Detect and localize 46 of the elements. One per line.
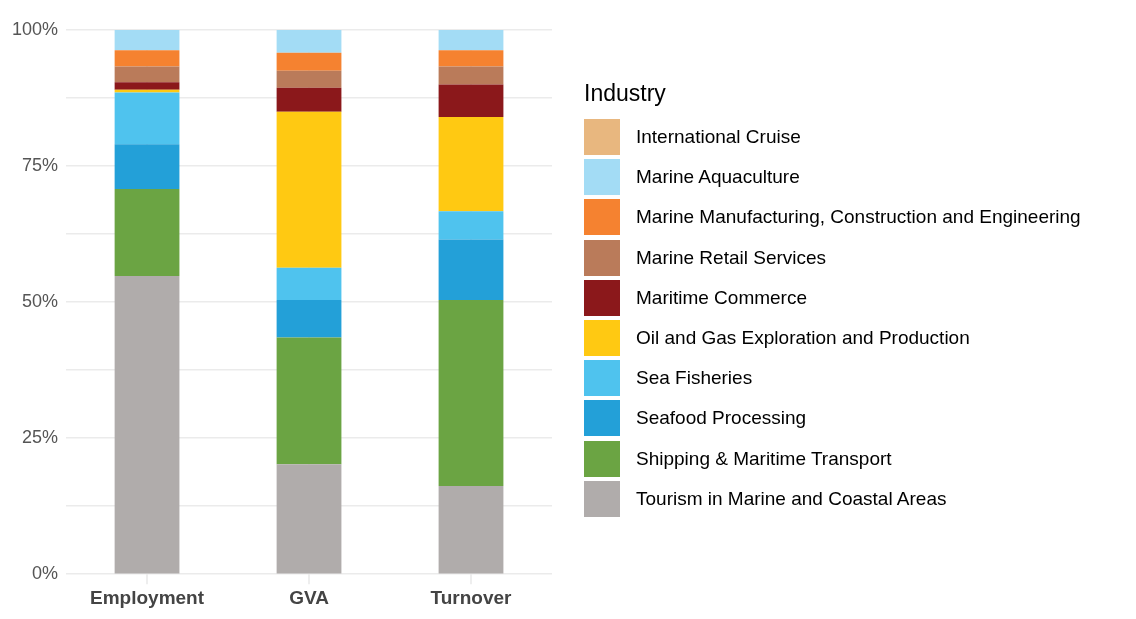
- legend-label: Sea Fisheries: [636, 367, 753, 390]
- legend-label: International Cruise: [636, 126, 801, 149]
- legend-label: Marine Retail Services: [636, 246, 827, 269]
- y-tick-label: 50%: [22, 291, 59, 312]
- bar: [114, 188, 180, 276]
- legend-label: Tourism in Marine and Coastal Areas: [636, 487, 947, 510]
- legend-label: Maritime Commerce: [636, 286, 808, 309]
- bar: [276, 70, 342, 88]
- bar: [114, 92, 180, 145]
- bar: [438, 117, 504, 212]
- bar: [438, 239, 504, 300]
- x-tick-label: Turnover: [430, 586, 513, 608]
- bar: [438, 50, 504, 67]
- bar: [276, 267, 342, 300]
- y-tick-label: 75%: [22, 155, 59, 176]
- bar: [276, 299, 342, 338]
- legend-title: Industry: [584, 80, 667, 107]
- bar: [276, 30, 342, 53]
- bar: [276, 87, 342, 112]
- bar: [114, 50, 180, 67]
- x-tick-label: GVA: [289, 586, 330, 608]
- bar: [114, 89, 180, 93]
- y-tick-label: 0%: [32, 563, 59, 584]
- bar: [438, 299, 504, 487]
- legend-label: Shipping & Maritime Transport: [636, 447, 892, 470]
- legend-label: Oil and Gas Exploration and Production: [636, 327, 970, 350]
- y-tick-label: 100%: [11, 18, 59, 39]
- x-tick-label: Employment: [90, 586, 205, 608]
- bar: [114, 82, 180, 90]
- bar: [438, 84, 504, 118]
- bar: [438, 211, 504, 240]
- legend-label: Marine Manufacturing, Construction and Engineering: [636, 206, 1081, 229]
- bar: [114, 66, 180, 83]
- bar: [438, 486, 504, 574]
- bar: [438, 30, 504, 51]
- legend-label: Marine Aquaculture: [636, 166, 800, 189]
- bar: [438, 66, 504, 85]
- bar: [114, 275, 180, 574]
- bar: [276, 337, 342, 465]
- bar: [114, 30, 180, 51]
- bar: [276, 464, 342, 574]
- legend-label: Seafood Processing: [636, 407, 807, 430]
- bar: [276, 111, 342, 268]
- y-tick-label: 25%: [22, 427, 59, 448]
- bar: [276, 52, 342, 71]
- bar: [114, 144, 180, 189]
